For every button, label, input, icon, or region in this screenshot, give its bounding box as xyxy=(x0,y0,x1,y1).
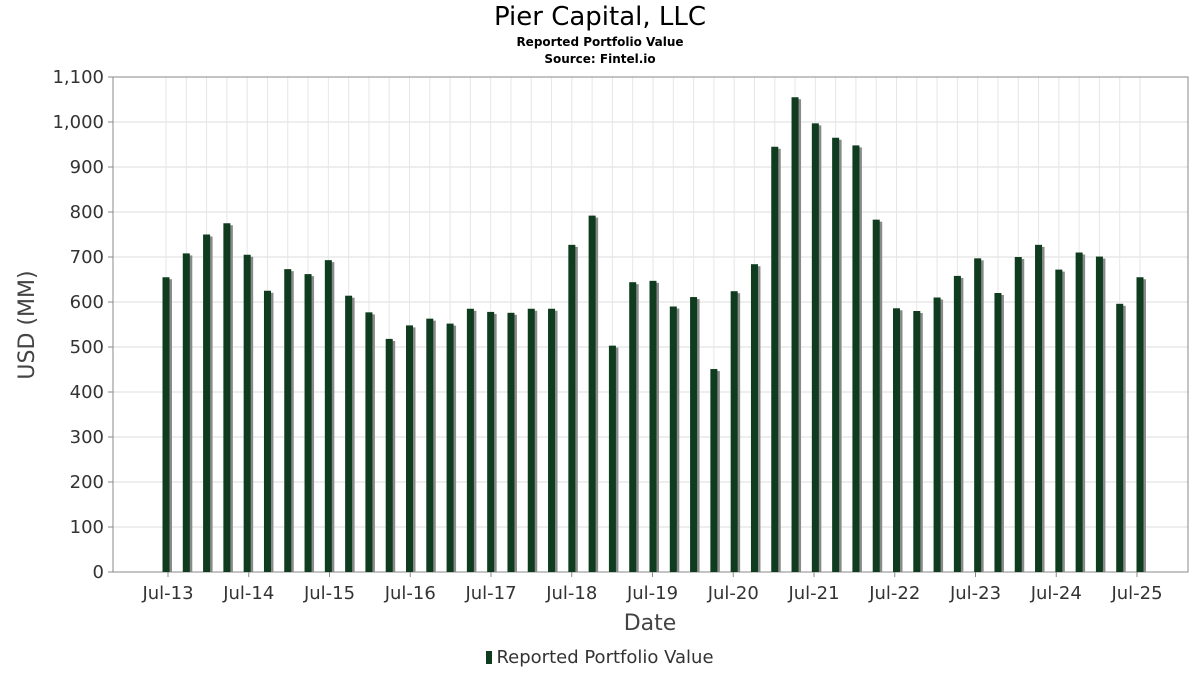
bar[interactable] xyxy=(974,258,982,572)
bar[interactable] xyxy=(690,297,698,572)
bar[interactable] xyxy=(710,369,718,572)
x-tick-label: Jul-15 xyxy=(303,583,355,604)
bar[interactable] xyxy=(284,269,292,572)
x-tick-label: Jul-23 xyxy=(949,583,1001,604)
y-tick-label: 900 xyxy=(70,157,104,178)
bar[interactable] xyxy=(953,275,961,572)
bar[interactable] xyxy=(324,260,332,572)
x-tick-label: Jul-13 xyxy=(141,583,193,604)
bar[interactable] xyxy=(669,306,677,573)
bar[interactable] xyxy=(852,145,860,572)
bar[interactable] xyxy=(1035,244,1043,572)
bar[interactable] xyxy=(568,244,576,572)
bar[interactable] xyxy=(426,318,434,572)
x-tick-label: Jul-18 xyxy=(545,583,597,604)
bar[interactable] xyxy=(1095,256,1103,572)
x-tick-label: Jul-16 xyxy=(384,583,436,604)
legend-swatch xyxy=(486,651,493,664)
y-axis-ticks: 0 100 200 300 400 500 600 700 800 900 1,000 1,100 xyxy=(52,67,113,583)
y-tick-label: 600 xyxy=(70,292,104,313)
bar[interactable] xyxy=(649,280,657,572)
bar[interactable] xyxy=(832,137,840,572)
bar[interactable] xyxy=(771,146,779,572)
y-tick-label: 800 xyxy=(70,202,104,223)
bar[interactable] xyxy=(487,311,495,572)
bar[interactable] xyxy=(893,308,900,572)
bar[interactable] xyxy=(243,254,251,572)
y-tick-label: 100 xyxy=(70,517,104,538)
chart-source: Source: Fintel.io xyxy=(544,52,656,66)
x-tick-label: Jul-14 xyxy=(222,583,274,604)
x-tick-label: Jul-24 xyxy=(1030,583,1082,604)
bar[interactable] xyxy=(446,323,454,572)
y-tick-label: 200 xyxy=(70,472,104,493)
chart-subtitle: Reported Portfolio Value xyxy=(516,35,684,49)
x-tick-label: Jul-22 xyxy=(868,583,920,604)
y-tick-label: 0 xyxy=(93,562,104,583)
chart-title: Pier Capital, LLC xyxy=(493,2,707,32)
bar[interactable] xyxy=(730,291,738,572)
bar[interactable] xyxy=(304,274,312,572)
bar[interactable] xyxy=(1116,303,1124,572)
bar[interactable] xyxy=(466,308,474,572)
bar[interactable] xyxy=(872,219,880,572)
bar[interactable] xyxy=(1055,269,1063,572)
bar[interactable] xyxy=(345,295,353,572)
bar[interactable] xyxy=(791,97,799,572)
y-tick-label: 1,000 xyxy=(52,112,104,133)
bar[interactable] xyxy=(365,312,373,572)
bar[interactable] xyxy=(811,123,819,572)
x-tick-label: Jul-25 xyxy=(1110,583,1162,604)
bar[interactable] xyxy=(203,234,211,573)
y-axis-title: USD (MM) xyxy=(15,270,40,379)
bar[interactable] xyxy=(933,297,941,573)
bar[interactable] xyxy=(1075,252,1083,573)
bar[interactable] xyxy=(548,308,556,572)
legend-label: Reported Portfolio Value xyxy=(496,647,714,668)
x-tick-label: Jul-20 xyxy=(707,583,759,604)
bar[interactable] xyxy=(263,290,271,572)
x-axis-ticks: Jul-13 Jul-14 Jul-15 Jul-16 Jul-17 Jul-18 Jul-… xyxy=(141,572,1163,604)
bar[interactable] xyxy=(223,223,231,572)
bar[interactable] xyxy=(913,311,921,572)
y-tick-label: 400 xyxy=(70,382,104,403)
bar[interactable] xyxy=(750,264,758,572)
bar[interactable] xyxy=(1136,277,1144,572)
bar[interactable] xyxy=(608,345,616,572)
bar[interactable] xyxy=(182,253,190,572)
bar[interactable] xyxy=(994,293,1002,572)
x-axis-title: Date xyxy=(624,611,677,636)
y-tick-label: 700 xyxy=(70,247,104,268)
x-tick-label: Jul-21 xyxy=(787,583,839,604)
bar[interactable] xyxy=(527,308,535,572)
y-tick-label: 1,100 xyxy=(52,67,104,88)
bar[interactable] xyxy=(406,325,413,572)
y-tick-label: 500 xyxy=(70,337,104,358)
x-tick-label: Jul-17 xyxy=(464,583,516,604)
bar[interactable] xyxy=(507,312,515,572)
y-tick-label: 300 xyxy=(70,427,104,448)
x-tick-label: Jul-19 xyxy=(626,583,678,604)
bar[interactable] xyxy=(588,215,596,572)
bar[interactable] xyxy=(162,277,170,572)
bar[interactable] xyxy=(1014,257,1022,572)
bar[interactable] xyxy=(629,282,637,572)
bars-layer xyxy=(162,97,1146,573)
legend: Reported Portfolio Value xyxy=(0,647,1200,668)
bar[interactable] xyxy=(385,338,393,572)
